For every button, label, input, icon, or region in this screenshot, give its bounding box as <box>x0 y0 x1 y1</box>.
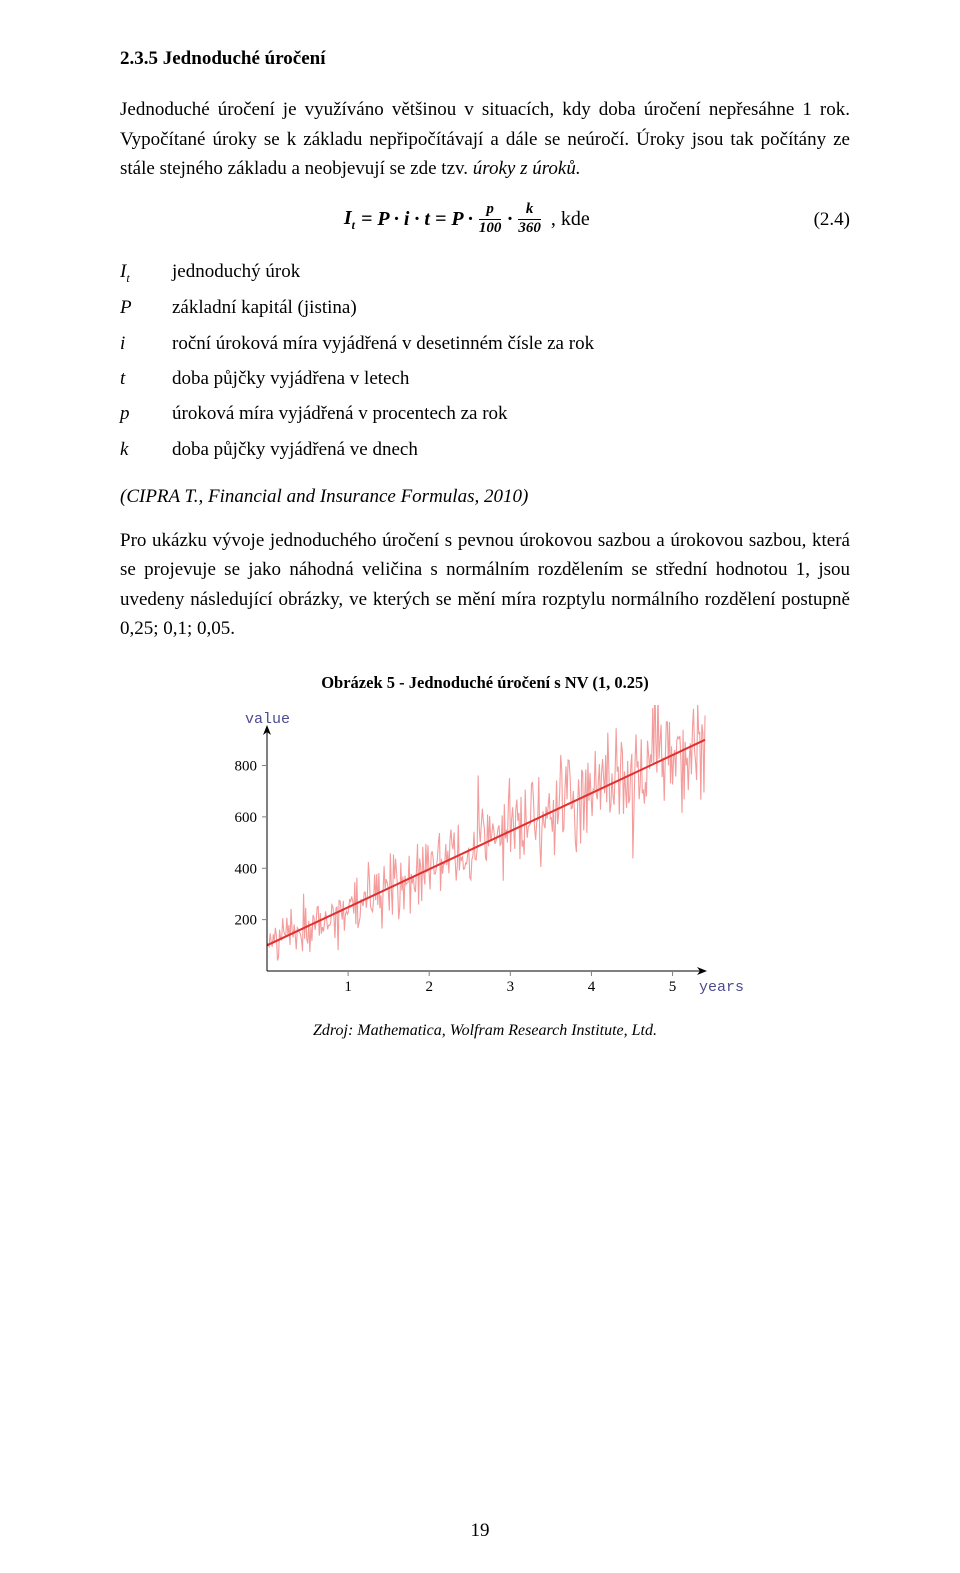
symbol-definitions: Itjednoduchý úrokPzákladní kapitál (jist… <box>120 257 850 465</box>
eq-number: (2.4) <box>814 205 850 234</box>
def-symbol: t <box>120 364 172 393</box>
eq-frac1: p 100 <box>479 202 502 237</box>
def-text: úroková míra vyjádřená v procentech za r… <box>172 399 850 428</box>
svg-text:years: years <box>699 979 744 996</box>
eq-tail: , kde <box>551 204 590 235</box>
page: 2.3.5 Jednoduché úročení Jednoduché úroč… <box>0 0 960 1573</box>
svg-text:200: 200 <box>235 913 258 929</box>
paragraph-1: Jednoduché úročení je využíváno většinou… <box>120 95 850 183</box>
def-row: Itjednoduchý úrok <box>120 257 850 287</box>
def-text: doba půjčky vyjádřena v letech <box>172 364 850 393</box>
eq-frac2-bot: 360 <box>518 221 541 237</box>
chart-source: Zdroj: Mathematica, Wolfram Research Ins… <box>120 1019 850 1044</box>
section-heading: 2.3.5 Jednoduché úročení <box>120 44 850 73</box>
eq-mid1: = P · i · t = P · <box>361 204 473 235</box>
eq-frac1-top: p <box>486 202 494 218</box>
def-row: iroční úroková míra vyjádřená v desetinn… <box>120 329 850 358</box>
svg-text:4: 4 <box>588 979 596 995</box>
chart-container: 200 400 600 800 1 2 3 4 5 value years <box>120 705 850 1005</box>
def-row: tdoba půjčky vyjádřena v letech <box>120 364 850 393</box>
def-row: púroková míra vyjádřená v procentech za … <box>120 399 850 428</box>
def-symbol: It <box>120 257 172 287</box>
citation: (CIPRA T., Financial and Insurance Formu… <box>120 482 850 511</box>
chart-svg: 200 400 600 800 1 2 3 4 5 value years <box>205 705 765 1005</box>
def-text: základní kapitál (jistina) <box>172 293 850 322</box>
svg-text:2: 2 <box>425 979 433 995</box>
eq-frac1-bot: 100 <box>479 221 502 237</box>
eq-lhs: I <box>344 207 352 229</box>
def-text: jednoduchý úrok <box>172 257 850 287</box>
equation-row: It = P · i · t = P · p 100 · k 360 , kde… <box>120 202 850 237</box>
eq-mid2: · <box>507 204 512 235</box>
equation: It = P · i · t = P · p 100 · k 360 , kde <box>344 202 590 237</box>
paragraph-2: Pro ukázku vývoje jednoduchého úročení s… <box>120 526 850 644</box>
svg-text:1: 1 <box>344 979 352 995</box>
def-text: doba půjčky vyjádřená ve dnech <box>172 435 850 464</box>
svg-text:value: value <box>245 711 290 728</box>
def-row: Pzákladní kapitál (jistina) <box>120 293 850 322</box>
svg-text:400: 400 <box>235 861 258 877</box>
page-number: 19 <box>0 1516 960 1545</box>
svg-text:800: 800 <box>235 759 258 775</box>
svg-text:5: 5 <box>669 979 677 995</box>
def-text: roční úroková míra vyjádřená v desetinné… <box>172 329 850 358</box>
figure-title: Obrázek 5 - Jednoduché úročení s NV (1, … <box>120 670 850 696</box>
eq-frac2: k 360 <box>518 202 541 237</box>
def-symbol: i <box>120 329 172 358</box>
svg-text:3: 3 <box>507 979 515 995</box>
def-symbol: k <box>120 435 172 464</box>
eq-lhs-sub: t <box>352 218 355 232</box>
svg-text:600: 600 <box>235 810 258 826</box>
def-symbol: p <box>120 399 172 428</box>
eq-frac2-top: k <box>526 202 534 218</box>
def-row: kdoba půjčky vyjádřená ve dnech <box>120 435 850 464</box>
p1-italic: úroky z úroků. <box>473 158 581 179</box>
def-symbol: P <box>120 293 172 322</box>
